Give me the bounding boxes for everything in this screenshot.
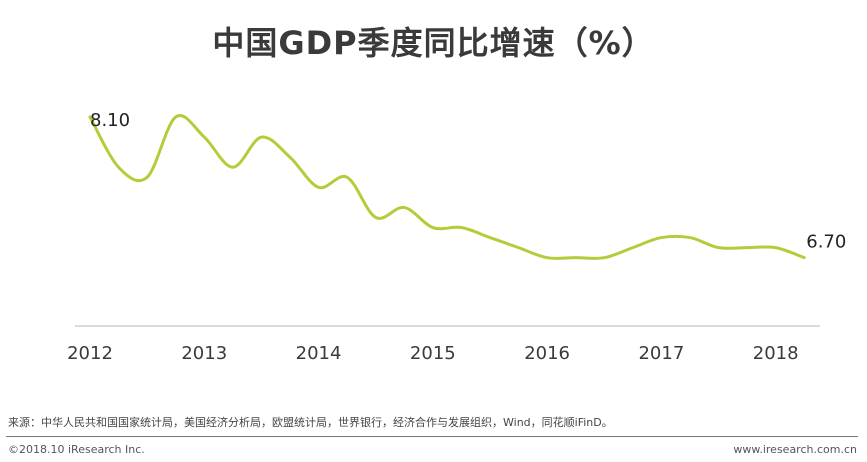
data-point-2012Q2 [117, 165, 121, 169]
x-tick-label: 2012 [67, 343, 113, 364]
data-point-2012Q4 [174, 115, 178, 119]
line-chart: 2012 2013 2014 2015 2016 2017 2018 8.10 6.70 [67, 110, 846, 364]
data-point-2013Q4 [288, 155, 292, 159]
data-point-2014Q2 [345, 175, 349, 179]
data-point-2017Q3 [717, 246, 721, 250]
data-point-2018Q1 [774, 246, 778, 250]
data-point-2012Q3 [145, 175, 149, 179]
data-point-2017Q2 [688, 236, 692, 240]
x-tick-label: 2013 [181, 343, 227, 364]
data-point-2015Q3 [488, 236, 492, 240]
data-point-2016Q1 [545, 256, 549, 260]
data-point-2014Q3 [374, 215, 378, 219]
x-tick-label: 2014 [296, 343, 342, 364]
chart-title: 中国GDP季度同比增速（%） [212, 24, 655, 62]
series-line [88, 114, 806, 260]
footer-divider [6, 436, 858, 437]
x-tick-label: 2015 [410, 343, 456, 364]
data-point-2015Q1 [431, 226, 435, 230]
copyright: ©2018.10 iResearch Inc. [8, 443, 145, 456]
data-point-2018Q2 [802, 256, 806, 260]
data-point-2013Q3 [259, 135, 263, 139]
x-tick-label: 2018 [753, 343, 799, 364]
data-point-2015Q4 [517, 246, 521, 250]
data-point-2016Q4 [631, 246, 635, 250]
source-note: 来源：中华人民共和国国家统计局，美国经济分析局，欧盟统计局，世界银行，经济合作与… [8, 416, 613, 429]
data-point-2014Q1 [317, 185, 321, 189]
data-point-2016Q2 [574, 256, 578, 260]
data-label: 6.70 [806, 232, 846, 253]
data-point-2013Q2 [231, 165, 235, 169]
data-point-2014Q4 [402, 205, 406, 209]
data-point-2017Q4 [745, 246, 749, 250]
data-point-2015Q2 [459, 226, 463, 230]
x-tick-label: 2017 [638, 343, 684, 364]
x-tick-label: 2016 [524, 343, 570, 364]
data-point-2017Q1 [659, 236, 663, 240]
data-point-2013Q1 [202, 135, 206, 139]
data-label: 8.10 [90, 110, 130, 131]
data-point-2016Q3 [602, 256, 606, 260]
website-link[interactable]: www.iresearch.com.cn [733, 443, 857, 456]
